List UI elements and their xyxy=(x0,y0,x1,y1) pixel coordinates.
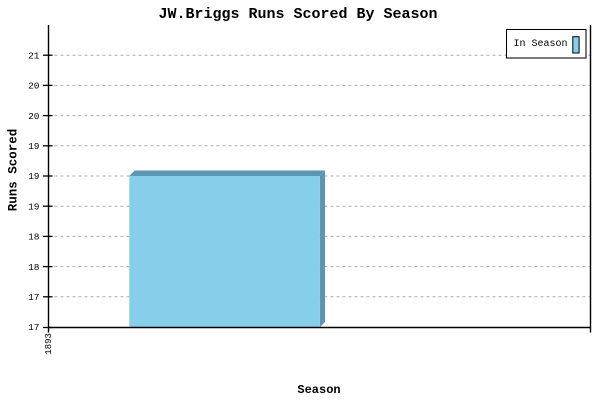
svg-text:In Season: In Season xyxy=(514,39,568,50)
svg-text:21: 21 xyxy=(28,50,40,61)
svg-text:19: 19 xyxy=(28,141,40,152)
svg-text:JW.Briggs Runs Scored By Seaso: JW.Briggs Runs Scored By Season xyxy=(158,6,437,23)
svg-text:1893: 1893 xyxy=(44,333,54,355)
svg-text:20: 20 xyxy=(28,81,40,92)
svg-text:18: 18 xyxy=(28,262,40,273)
svg-text:20: 20 xyxy=(28,111,40,122)
svg-text:Season: Season xyxy=(297,383,340,397)
svg-text:19: 19 xyxy=(28,201,40,212)
svg-text:17: 17 xyxy=(28,322,39,333)
svg-text:17: 17 xyxy=(28,292,39,303)
svg-text:18: 18 xyxy=(28,232,40,243)
svg-text:Runs Scored: Runs Scored xyxy=(7,129,21,212)
svg-text:19: 19 xyxy=(28,171,40,182)
